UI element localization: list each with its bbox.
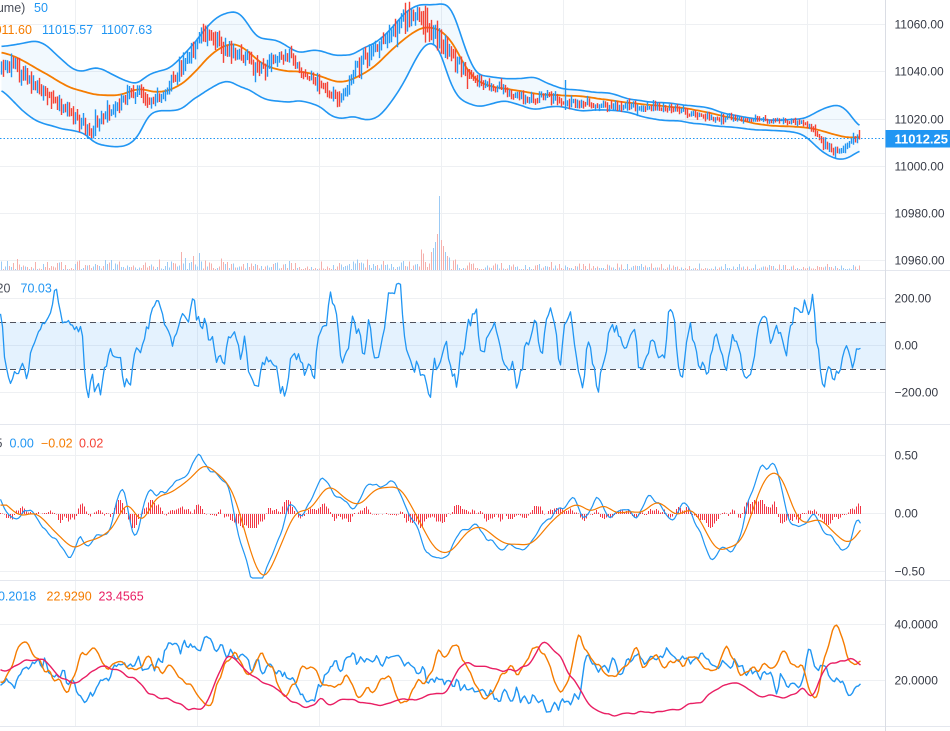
svg-text:22.9290: 22.9290 <box>47 590 92 604</box>
svg-text:40.0000: 40.0000 <box>895 618 939 632</box>
svg-text:23.4565: 23.4565 <box>99 590 144 604</box>
svg-text:Volume): Volume) <box>0 1 25 15</box>
svg-text:11011.60: 11011.60 <box>0 23 32 37</box>
svg-text:11007.63: 11007.63 <box>101 23 152 37</box>
svg-text:−200.00: −200.00 <box>895 386 939 400</box>
svg-text:0.00: 0.00 <box>10 437 34 451</box>
svg-text:0.00: 0.00 <box>895 339 919 353</box>
svg-text:−0.50: −0.50 <box>895 565 926 579</box>
svg-text:0.00: 0.00 <box>895 507 919 521</box>
svg-text:−0.02: −0.02 <box>41 437 73 451</box>
svg-text:70.03: 70.03 <box>21 282 52 296</box>
svg-text:11012.25: 11012.25 <box>895 131 949 146</box>
svg-text:5: 5 <box>0 437 3 451</box>
svg-text:0.50: 0.50 <box>895 449 919 463</box>
svg-text:20.0000: 20.0000 <box>895 674 939 688</box>
svg-text:11020.00: 11020.00 <box>895 113 944 127</box>
svg-text:0.02: 0.02 <box>79 437 103 451</box>
svg-text:11040.00: 11040.00 <box>895 65 944 79</box>
svg-text:11015.57: 11015.57 <box>42 23 93 37</box>
svg-text:11060.00: 11060.00 <box>895 18 944 32</box>
svg-text:20: 20 <box>0 282 10 296</box>
svg-text:20.2018: 20.2018 <box>0 590 36 604</box>
svg-text:11000.00: 11000.00 <box>895 160 944 174</box>
svg-text:200.00: 200.00 <box>895 292 932 306</box>
svg-text:10960.00: 10960.00 <box>895 254 945 268</box>
svg-text:10980.00: 10980.00 <box>895 207 945 221</box>
svg-text:50: 50 <box>34 1 48 15</box>
